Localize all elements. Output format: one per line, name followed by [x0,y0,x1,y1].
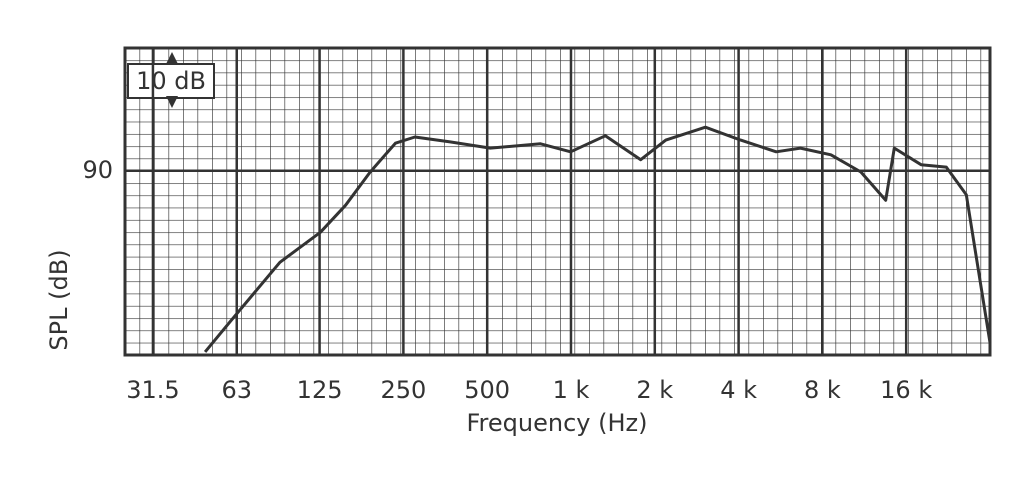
scale-annotation: 10 dB [136,67,206,95]
x-tick-label: 4 k [720,376,757,404]
x-tick-label: 16 k [880,376,932,404]
x-tick-label: 63 [221,376,252,404]
x-tick-label: 31.5 [126,376,179,404]
x-tick-label: 125 [297,376,343,404]
minor-grid [125,48,990,355]
x-axis-label: Frequency (Hz) [467,409,648,437]
y-tick-label: 90 [82,156,113,184]
x-tick-label: 8 k [804,376,841,404]
x-tick-label: 250 [380,376,426,404]
x-tick-label: 1 k [553,376,590,404]
y-axis-label: SPL (dB) [45,249,73,350]
plot-frame [123,46,992,357]
x-tick-label: 500 [464,376,510,404]
x-tick-label: 2 k [636,376,673,404]
response-curve [203,125,992,353]
scale-arrows [166,52,178,108]
